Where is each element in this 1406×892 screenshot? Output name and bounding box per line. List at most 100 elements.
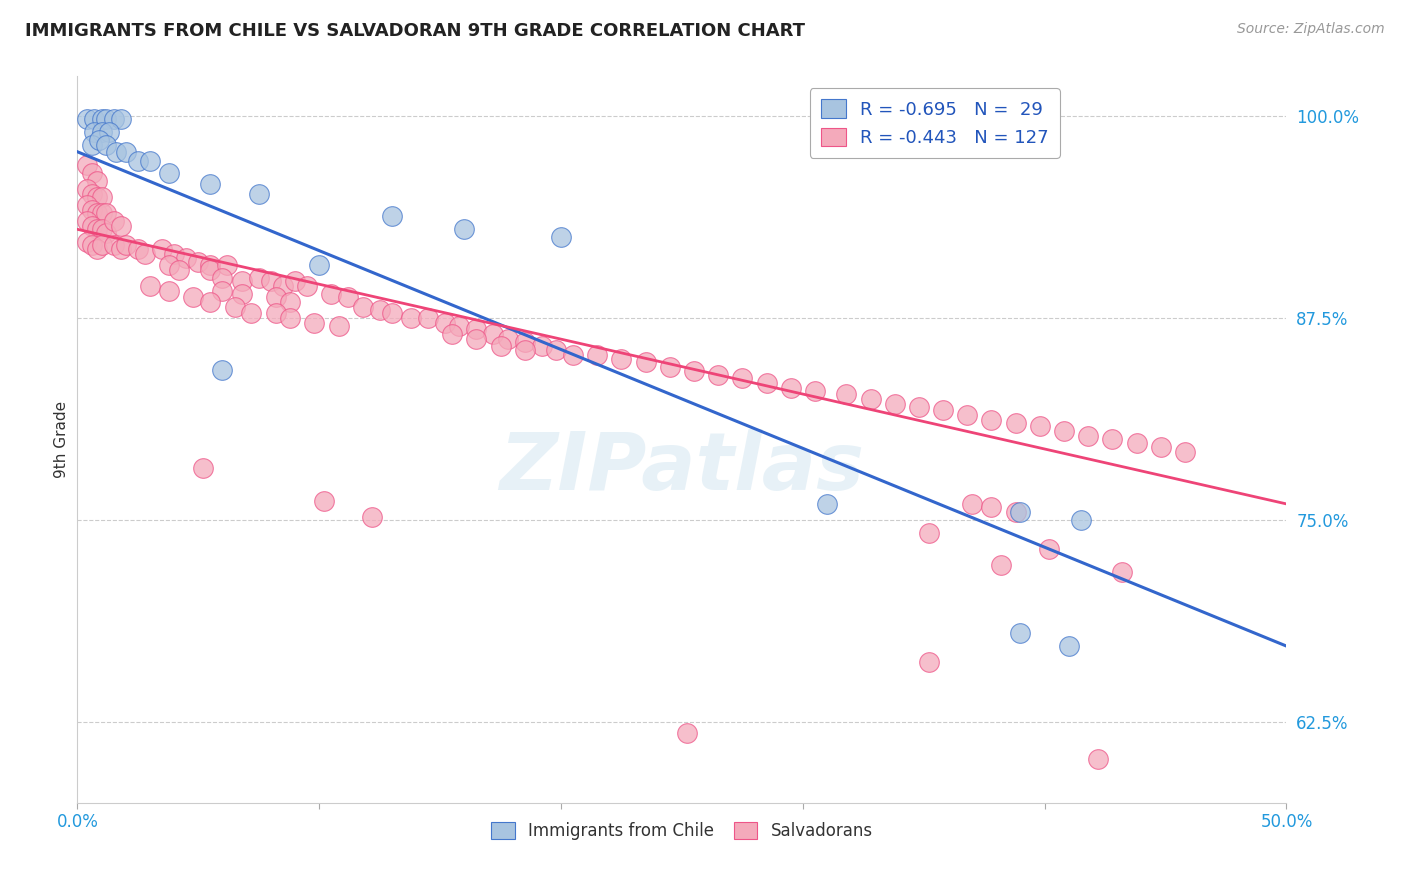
Point xyxy=(683,364,706,378)
Point xyxy=(187,254,209,268)
Text: ZIPatlas: ZIPatlas xyxy=(499,429,865,508)
Point xyxy=(634,355,657,369)
Point xyxy=(368,303,391,318)
Text: Source: ZipAtlas.com: Source: ZipAtlas.com xyxy=(1237,22,1385,37)
Point xyxy=(76,158,98,172)
Point xyxy=(103,238,125,252)
Point xyxy=(1004,416,1026,430)
Point xyxy=(139,278,162,293)
Point xyxy=(167,262,190,277)
Y-axis label: 9th Grade: 9th Grade xyxy=(53,401,69,478)
Point xyxy=(86,206,108,220)
Point xyxy=(231,274,253,288)
Point xyxy=(610,351,633,366)
Text: IMMIGRANTS FROM CHILE VS SALVADORAN 9TH GRADE CORRELATION CHART: IMMIGRANTS FROM CHILE VS SALVADORAN 9TH … xyxy=(25,22,806,40)
Point xyxy=(1010,505,1032,519)
Point xyxy=(675,726,697,740)
Point xyxy=(247,270,270,285)
Point xyxy=(96,226,118,240)
Point xyxy=(513,335,536,350)
Point xyxy=(1029,419,1052,434)
Point xyxy=(96,112,118,127)
Point xyxy=(134,246,156,260)
Point xyxy=(80,238,103,252)
Point xyxy=(127,242,149,256)
Point xyxy=(110,242,132,256)
Point xyxy=(562,348,585,362)
Point xyxy=(83,112,105,127)
Point xyxy=(530,338,553,352)
Point xyxy=(859,392,882,406)
Point xyxy=(1077,429,1099,443)
Point xyxy=(83,125,105,139)
Point xyxy=(96,138,118,153)
Point xyxy=(157,284,180,298)
Point xyxy=(779,381,801,395)
Point xyxy=(86,242,108,256)
Point xyxy=(260,274,283,288)
Point xyxy=(883,397,905,411)
Point xyxy=(321,287,343,301)
Point xyxy=(449,319,471,334)
Point xyxy=(804,384,827,398)
Point xyxy=(80,138,103,153)
Point xyxy=(1150,441,1173,455)
Point xyxy=(217,258,239,272)
Point xyxy=(76,235,98,250)
Point xyxy=(707,368,730,382)
Point xyxy=(271,278,294,293)
Point xyxy=(546,343,568,358)
Point xyxy=(835,387,858,401)
Point xyxy=(80,202,103,217)
Point xyxy=(550,230,572,244)
Point xyxy=(86,190,108,204)
Point xyxy=(453,222,475,236)
Point xyxy=(90,190,112,204)
Point xyxy=(87,133,110,147)
Point xyxy=(956,408,979,422)
Point xyxy=(110,112,132,127)
Point xyxy=(482,327,505,342)
Point xyxy=(278,311,301,326)
Point xyxy=(96,206,118,220)
Point xyxy=(1057,639,1080,653)
Legend: Immigrants from Chile, Salvadorans: Immigrants from Chile, Salvadorans xyxy=(485,815,879,847)
Point xyxy=(80,186,103,201)
Point xyxy=(658,359,681,374)
Point xyxy=(163,246,186,260)
Point xyxy=(980,500,1002,515)
Point xyxy=(1010,626,1032,640)
Point xyxy=(381,306,404,320)
Point xyxy=(1053,424,1076,438)
Point xyxy=(127,154,149,169)
Point xyxy=(433,316,456,330)
Point xyxy=(90,125,112,139)
Point xyxy=(731,371,754,385)
Point xyxy=(496,332,519,346)
Point xyxy=(231,287,253,301)
Point xyxy=(441,327,464,342)
Point xyxy=(90,238,112,252)
Point xyxy=(114,145,136,159)
Point xyxy=(278,295,301,310)
Point xyxy=(80,166,103,180)
Point xyxy=(211,363,233,377)
Point xyxy=(312,493,335,508)
Point xyxy=(295,278,318,293)
Point xyxy=(211,270,233,285)
Point xyxy=(908,400,931,414)
Point xyxy=(489,338,512,352)
Point xyxy=(465,332,488,346)
Point xyxy=(90,222,112,236)
Point xyxy=(917,526,939,541)
Point xyxy=(337,290,360,304)
Point xyxy=(1038,542,1060,557)
Point xyxy=(416,311,439,326)
Point xyxy=(174,252,197,266)
Point xyxy=(381,210,404,224)
Point xyxy=(103,214,125,228)
Point xyxy=(90,112,112,127)
Point xyxy=(114,238,136,252)
Point xyxy=(513,343,536,358)
Point xyxy=(932,403,955,417)
